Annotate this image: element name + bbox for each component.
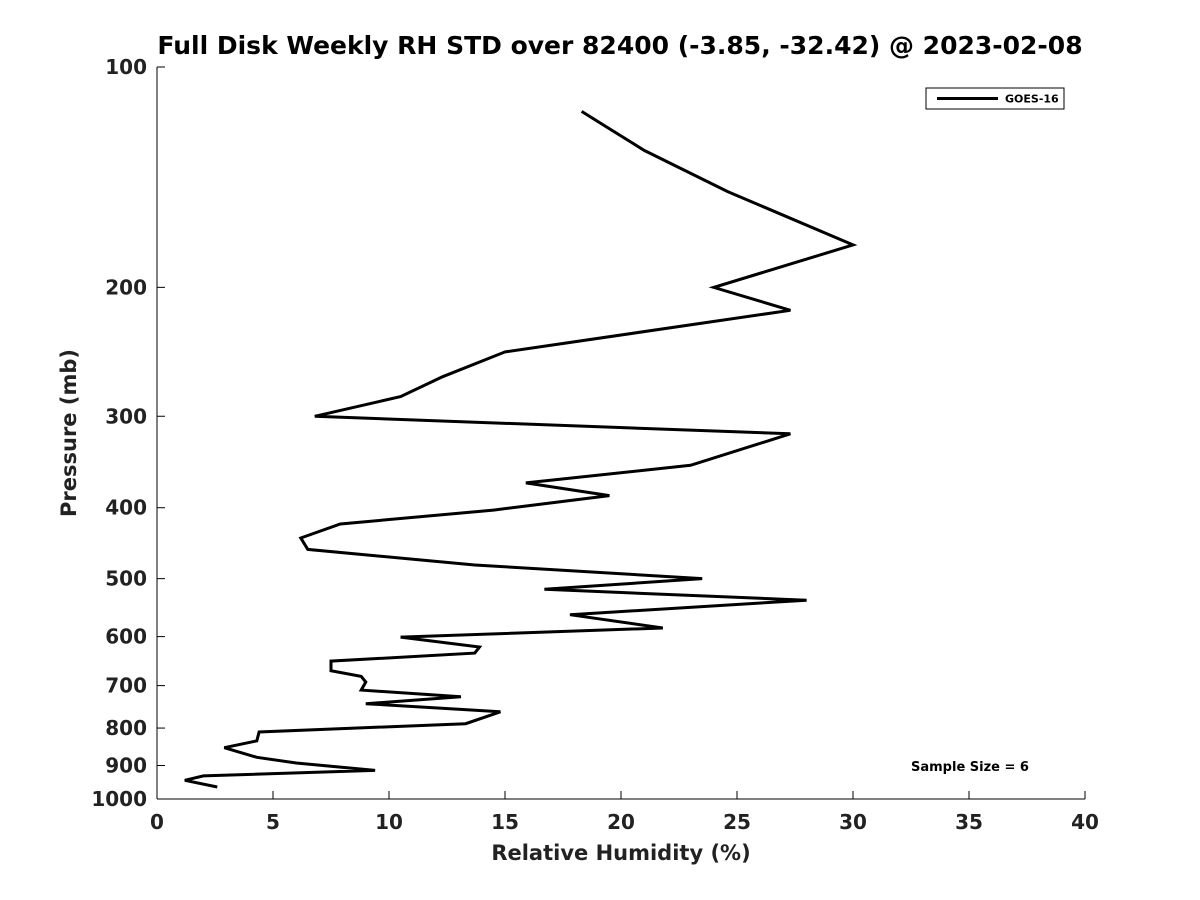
series-layer bbox=[184, 110, 858, 789]
x-tick-label: 15 bbox=[491, 810, 519, 834]
sample-size-annotation: Sample Size = 6 bbox=[911, 760, 1029, 775]
y-tick-label: 100 bbox=[105, 55, 147, 79]
chart-title: Full Disk Weekly RH STD over 82400 (-3.8… bbox=[157, 31, 1082, 60]
legend-label-goes-16: GOES-16 bbox=[1005, 93, 1059, 106]
y-tick-label: 400 bbox=[105, 496, 147, 520]
y-tick-label: 500 bbox=[105, 567, 147, 591]
x-tick-label: 5 bbox=[266, 810, 280, 834]
plot-area bbox=[157, 67, 1085, 799]
x-tick-label: 20 bbox=[607, 810, 635, 834]
x-axis-label: Relative Humidity (%) bbox=[491, 841, 750, 865]
x-tick-label: 30 bbox=[839, 810, 867, 834]
y-ticks: 100 200 300 400 500 600 700 800 900 1000 bbox=[91, 55, 165, 811]
series-line-goes-16 bbox=[184, 110, 858, 789]
legend: GOES-16 bbox=[925, 87, 1065, 110]
x-tick-label: 10 bbox=[375, 810, 403, 834]
x-tick-label: 25 bbox=[723, 810, 751, 834]
y-tick-label: 700 bbox=[105, 674, 147, 698]
y-tick-label: 600 bbox=[105, 625, 147, 649]
y-axis-label: Pressure (mb) bbox=[57, 349, 81, 517]
x-tick-label: 0 bbox=[150, 810, 164, 834]
x-tick-label: 35 bbox=[955, 810, 983, 834]
x-tick-label: 40 bbox=[1071, 810, 1099, 834]
y-tick-label: 300 bbox=[105, 404, 147, 428]
y-tick-label: 900 bbox=[105, 754, 147, 778]
y-tick-label: 1000 bbox=[91, 787, 147, 811]
y-tick-label: 800 bbox=[105, 716, 147, 740]
x-ticks: 0 5 10 15 20 25 30 35 40 bbox=[150, 791, 1099, 834]
y-tick-label: 200 bbox=[105, 275, 147, 299]
